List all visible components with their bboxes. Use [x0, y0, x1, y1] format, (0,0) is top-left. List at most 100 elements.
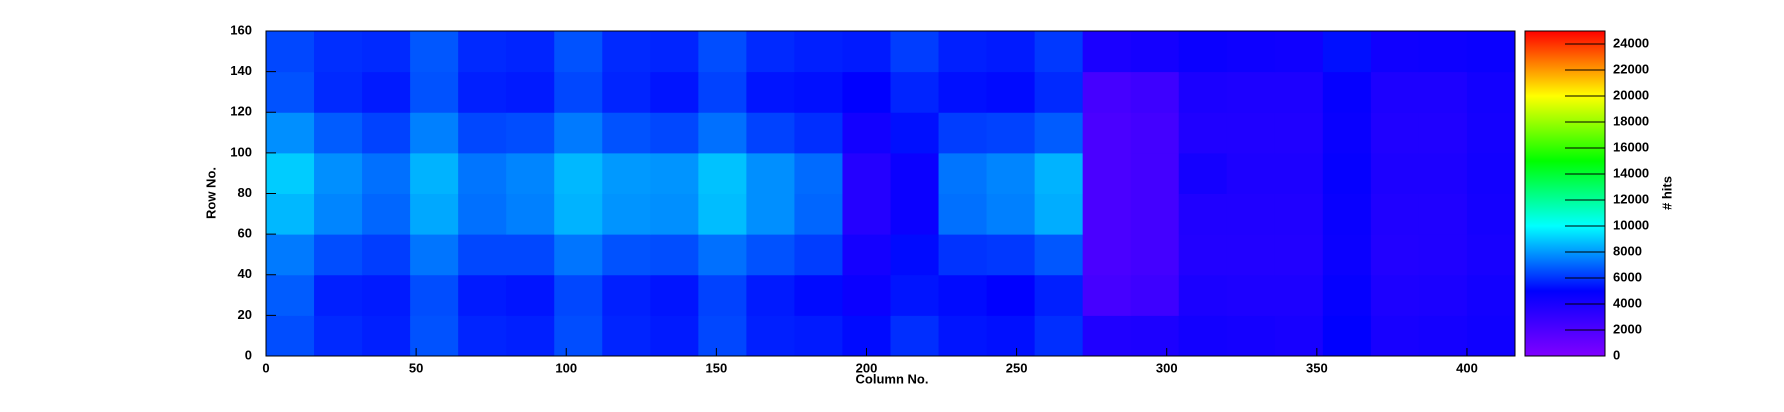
heat-cell — [266, 274, 315, 316]
heat-cell — [602, 71, 651, 113]
heat-cell — [794, 315, 843, 357]
heat-cell — [266, 193, 315, 235]
heat-cell — [1274, 274, 1324, 316]
heat-cell — [890, 315, 940, 357]
heat-cell — [890, 234, 940, 276]
heat-cell — [554, 31, 603, 73]
heat-cell — [458, 152, 507, 194]
heat-cell — [1178, 112, 1228, 154]
heat-cell — [986, 31, 1036, 73]
heat-cell — [890, 193, 940, 235]
heat-cell — [1466, 234, 1516, 276]
heat-cell — [458, 193, 507, 235]
colorbar — [1525, 31, 1605, 356]
heat-cell — [1466, 274, 1516, 316]
heat-cell — [362, 193, 411, 235]
heat-cell — [554, 234, 603, 276]
heat-cell — [458, 71, 507, 113]
heat-cell — [314, 193, 363, 235]
colorbar-tick-label: 14000 — [1613, 165, 1649, 180]
heat-cell — [698, 193, 747, 235]
heat-cell — [554, 315, 603, 357]
heat-cell — [794, 234, 843, 276]
heat-cell — [890, 31, 940, 73]
heat-cell — [602, 274, 651, 316]
heat-cell — [746, 274, 795, 316]
heat-cell — [1130, 315, 1180, 357]
heat-cell — [410, 152, 459, 194]
x-tick-label: 250 — [1006, 360, 1028, 375]
heat-cell — [650, 152, 699, 194]
heat-cell — [554, 71, 603, 113]
x-tick-label: 200 — [856, 360, 878, 375]
heat-cell — [1082, 71, 1132, 113]
heat-cell — [362, 234, 411, 276]
heat-cell — [698, 315, 747, 357]
heat-cell — [1226, 152, 1276, 194]
heat-cell — [1370, 234, 1420, 276]
heat-cell — [1370, 315, 1420, 357]
heat-cell — [602, 315, 651, 357]
heat-cell — [602, 31, 651, 73]
heat-cell — [698, 31, 747, 73]
heat-cell — [794, 31, 843, 73]
heat-cell — [746, 71, 795, 113]
heat-cell — [602, 234, 651, 276]
heat-cell — [1418, 31, 1468, 73]
x-tick-label: 350 — [1306, 360, 1328, 375]
heat-cell — [266, 152, 315, 194]
heat-cell — [1034, 71, 1084, 113]
heat-cell — [1370, 112, 1420, 154]
colorbar-tick-label: 6000 — [1613, 269, 1642, 284]
heat-cell — [698, 152, 747, 194]
heat-cell — [554, 274, 603, 316]
colorbar-tick-label: 0 — [1613, 347, 1620, 362]
heat-cell — [986, 274, 1036, 316]
heat-cell — [1082, 112, 1132, 154]
heat-cell — [362, 71, 411, 113]
heat-cell — [506, 193, 555, 235]
heat-cell — [506, 152, 555, 194]
x-tick-label: 300 — [1156, 360, 1178, 375]
heat-cell — [1274, 31, 1324, 73]
heat-cell — [1418, 234, 1468, 276]
heat-cell — [938, 31, 988, 73]
heat-cell — [650, 31, 699, 73]
x-tick-label: 400 — [1456, 360, 1478, 375]
heat-cell — [1370, 152, 1420, 194]
heat-cell — [1226, 274, 1276, 316]
heat-cell — [506, 31, 555, 73]
heat-cell — [1418, 112, 1468, 154]
colorbar-tick-label: 8000 — [1613, 243, 1642, 258]
heat-cell — [650, 112, 699, 154]
heat-cell — [746, 315, 795, 357]
x-axis-label: Column No. — [856, 371, 929, 386]
heat-cell — [1322, 315, 1372, 357]
heat-cell — [938, 274, 988, 316]
heat-cell — [554, 112, 603, 154]
y-tick-label: 160 — [230, 22, 252, 37]
heat-cell — [842, 274, 891, 316]
colorbar-tick-label: 12000 — [1613, 191, 1649, 206]
heat-cell — [362, 274, 411, 316]
y-tick-label: 140 — [230, 63, 252, 78]
colorbar-tick-label: 2000 — [1613, 321, 1642, 336]
heat-cell — [986, 234, 1036, 276]
heat-cell — [794, 193, 843, 235]
heat-cell — [1322, 112, 1372, 154]
heat-cell — [1034, 315, 1084, 357]
heat-cell — [266, 234, 315, 276]
heat-cell — [746, 193, 795, 235]
heat-cell — [650, 234, 699, 276]
heat-cell — [1178, 234, 1228, 276]
heat-cell — [362, 152, 411, 194]
heat-cell — [1082, 234, 1132, 276]
heat-cell — [1466, 315, 1516, 357]
heat-cell — [650, 71, 699, 113]
heat-cell — [1322, 274, 1372, 316]
heat-cell — [410, 234, 459, 276]
heat-cell — [410, 112, 459, 154]
heat-cell — [602, 152, 651, 194]
heat-cell — [746, 152, 795, 194]
heat-cell — [1034, 193, 1084, 235]
